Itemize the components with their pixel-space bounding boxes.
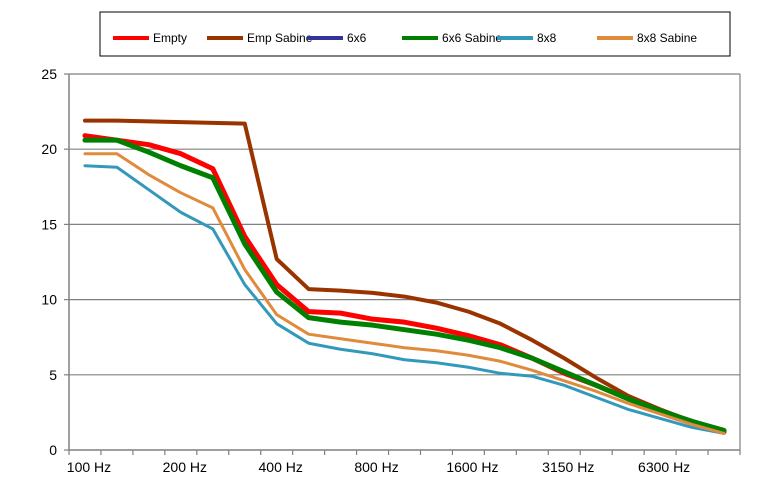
- legend-box: [99, 11, 731, 57]
- y-tick-label: 25: [41, 66, 57, 82]
- legend-label: Empty: [153, 31, 187, 45]
- x-tick-label: 400 Hz: [259, 459, 303, 475]
- series-line-6x6: [83, 138, 726, 432]
- series-lines: [82, 118, 727, 435]
- legend-label: 8x8: [537, 31, 557, 45]
- legend-label: 8x8 Sabine: [637, 31, 697, 45]
- y-tick-label: 10: [41, 292, 57, 308]
- x-tick-label: 200 Hz: [163, 459, 207, 475]
- series-line-empty: [82, 133, 727, 435]
- x-tick-label: 3150 Hz: [542, 459, 594, 475]
- y-tick-label: 0: [49, 442, 57, 458]
- x-tick-label: 6300 Hz: [638, 459, 690, 475]
- y-tick-label: 15: [41, 216, 57, 232]
- x-tick-label: 800 Hz: [354, 459, 398, 475]
- x-tick-label: 100 Hz: [67, 459, 111, 475]
- legend: Empty Emp Sabine 6x6 6x6 Sabine 8x8 8x8 Sabin…: [113, 31, 697, 45]
- series-line-6x6-sabine: [82, 137, 727, 433]
- y-tick-label: 20: [41, 141, 57, 157]
- legend-label: Emp Sabine: [247, 31, 313, 45]
- gridlines: [69, 73, 740, 376]
- axes: 0 5 10 15 20 25 100 Hz 200 Hz 400 Hz 800 Hz 1600 H…: [41, 66, 741, 475]
- y-tick-label: 5: [49, 367, 57, 383]
- x-tick-label: 1600 Hz: [446, 459, 498, 475]
- series-line-8x8-sabine: [83, 152, 726, 435]
- legend-label: 6x6 Sabine: [442, 31, 502, 45]
- legend-label: 6x6: [347, 31, 367, 45]
